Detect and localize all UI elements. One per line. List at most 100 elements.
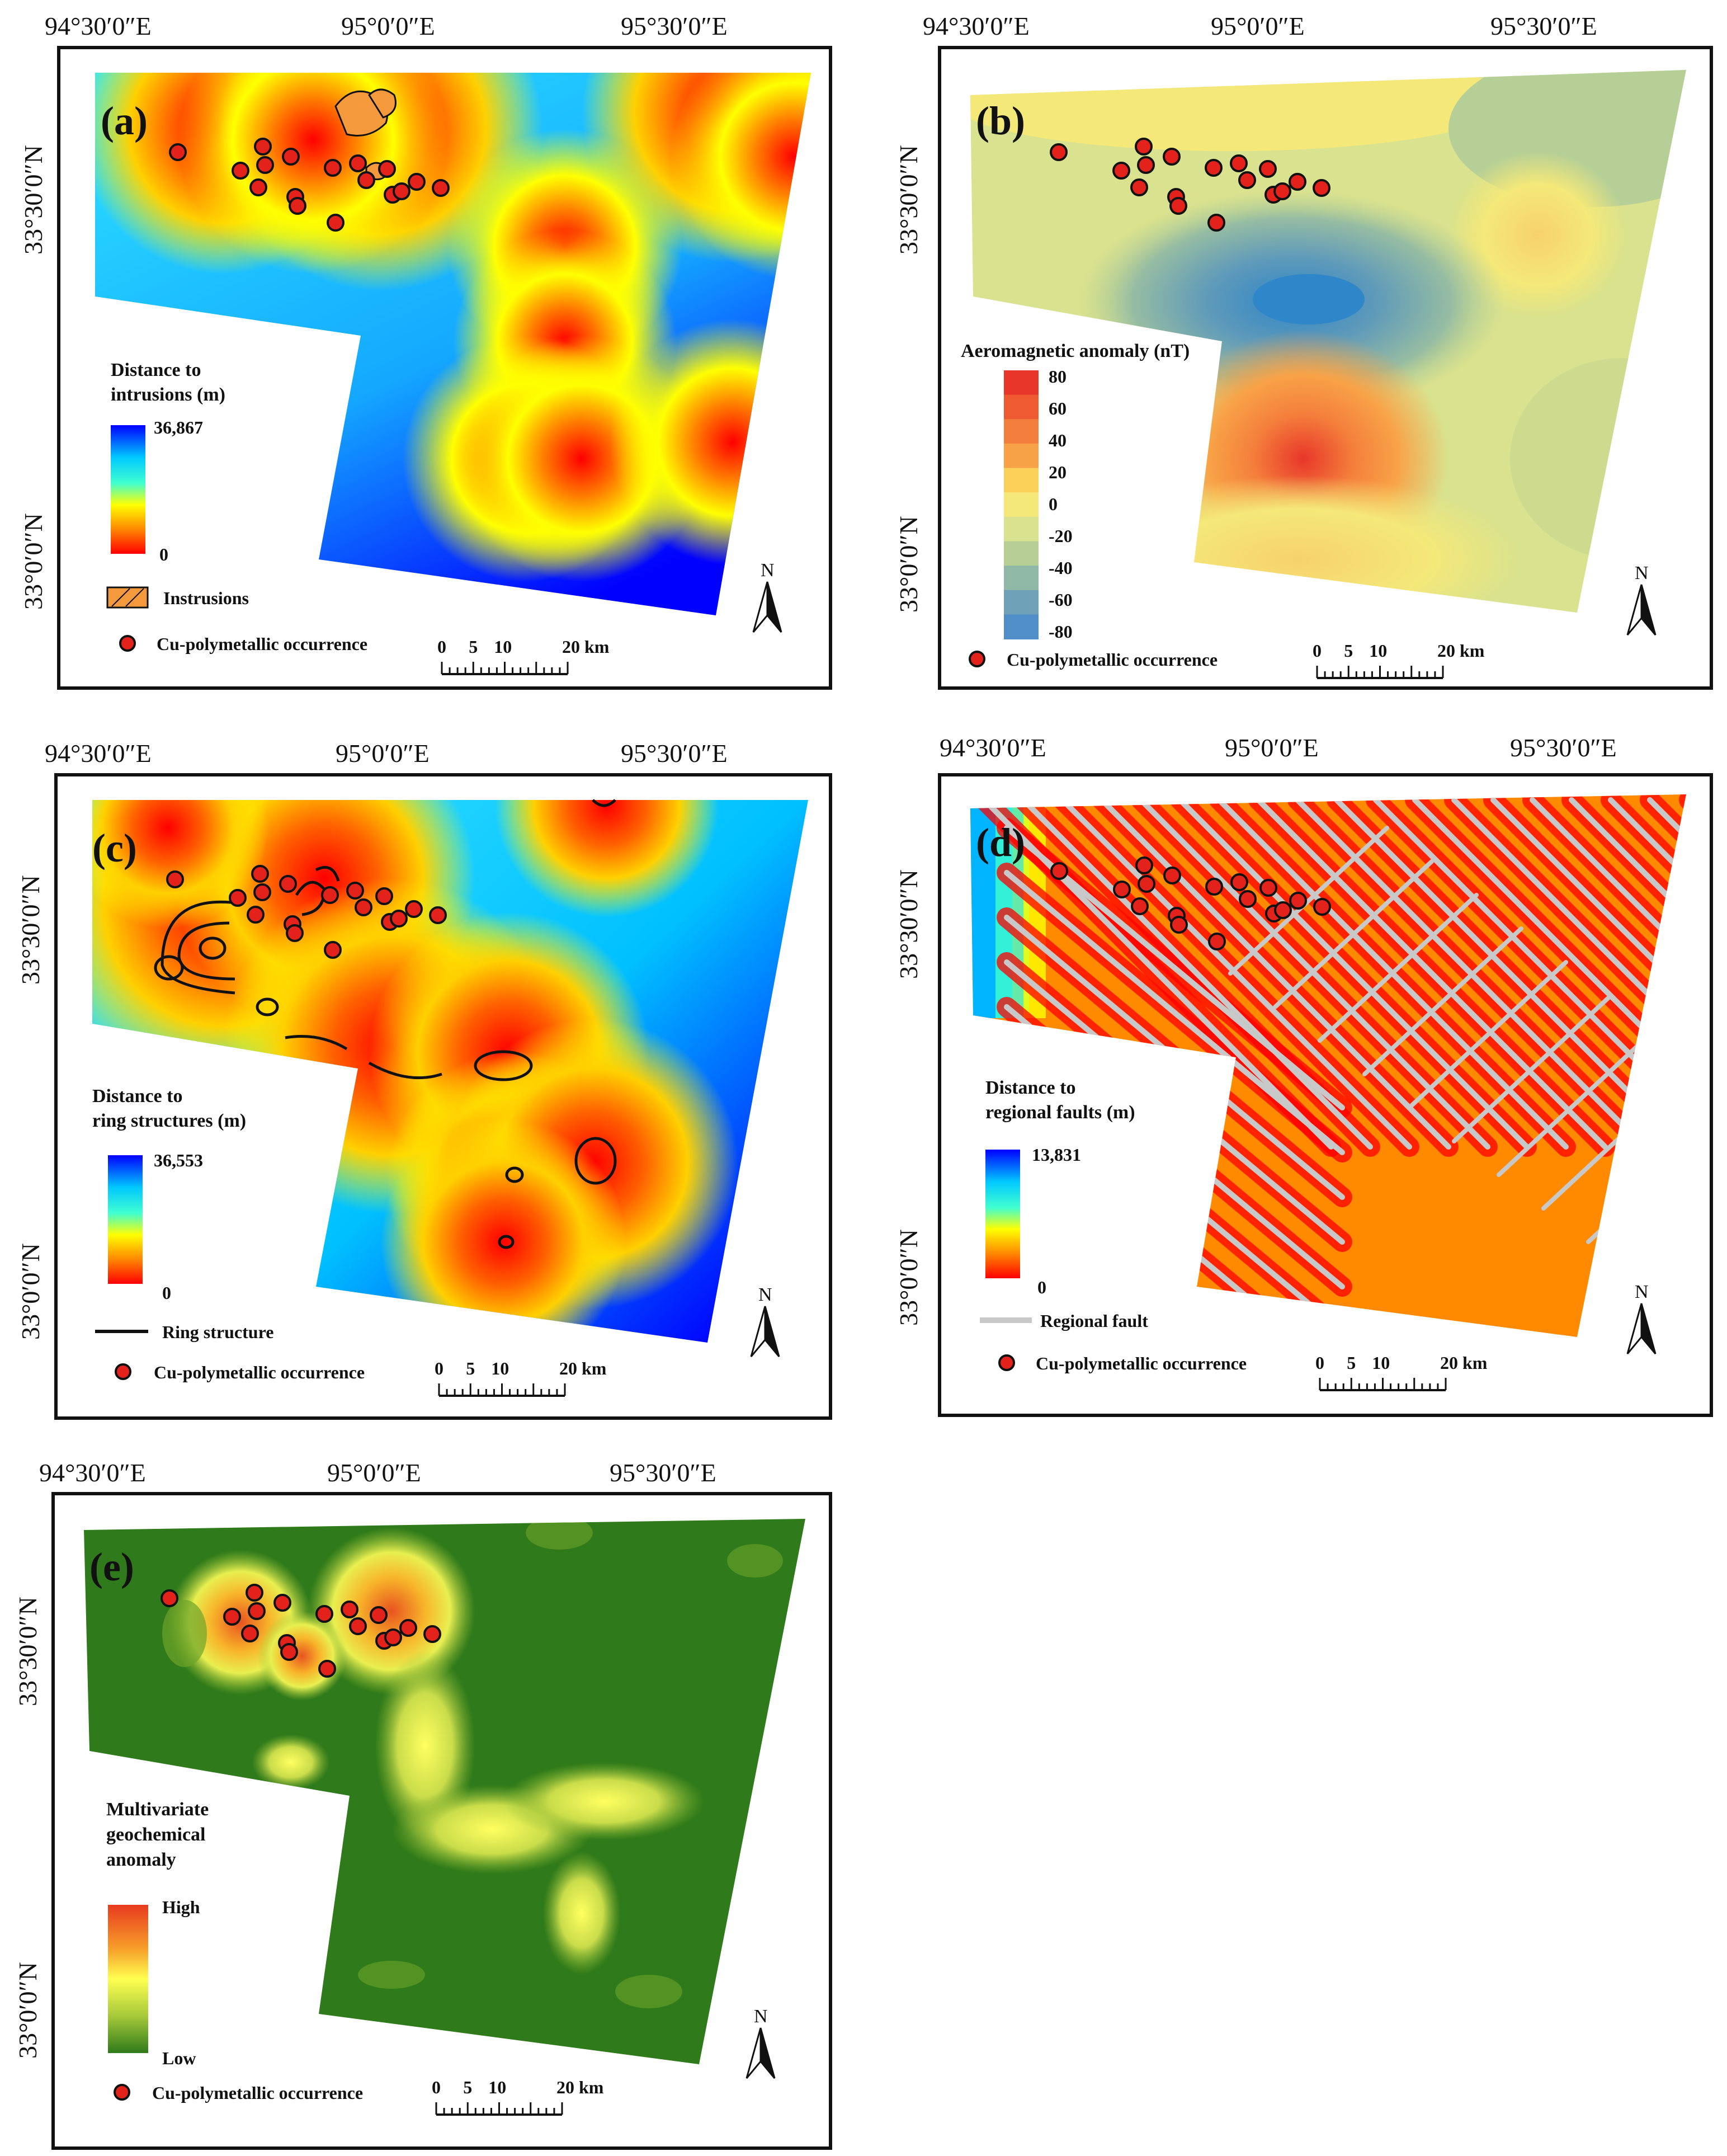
scale-bar-label: 10: [494, 637, 512, 657]
north-label: N: [754, 2006, 768, 2027]
aeromagnetic-class-swatch: [1004, 566, 1039, 591]
scale-bar-label: 5: [463, 2077, 472, 2097]
occurrence-point: [405, 900, 423, 918]
aeromagnetic-class-swatch: [1004, 419, 1039, 444]
occurrence-point: [248, 1602, 266, 1620]
north-arrow-icon: [750, 1306, 766, 1357]
panel-d-lon-label-1: 94°30′0″E: [940, 733, 1046, 762]
aeromagnetic-class-swatch: [1004, 468, 1039, 493]
scale-bar-label: 5: [1347, 1353, 1356, 1373]
scale-bar-label: 0: [437, 637, 446, 657]
scale-bar-label: 20 km: [556, 2077, 604, 2097]
panel-c-occurrences: [166, 865, 447, 959]
panel-c-legend-title-2: ring structures (m): [92, 1110, 246, 1131]
occurrence-point: [1131, 897, 1149, 915]
scale-bar-label: 0: [1315, 1353, 1324, 1373]
north-arrow-icon: [1640, 584, 1657, 635]
occurrence-point: [282, 148, 300, 166]
panel-e-letter: (e): [89, 1545, 134, 1589]
panel-d-legend: Distance to regional faults (m) 13,831 0…: [980, 1077, 1247, 1373]
panel-b-lon-label-2: 95°0′0″E: [1211, 12, 1305, 40]
panel-c-legend-max: 36,553: [154, 1150, 203, 1170]
panel-e-lon-label-1: 94°30′0″E: [39, 1458, 146, 1487]
panel-e-frame: [51, 1492, 832, 2150]
panel-d-lon-label-3: 95°30′0″E: [1510, 733, 1617, 762]
panel-a-lat-label-1: 33°30′0″N: [19, 145, 48, 255]
occurrence-point: [429, 906, 447, 924]
panel-e-color-ramp: [108, 1905, 148, 2053]
panel-a-lon-label-1: 94°30′0″E: [45, 12, 152, 40]
occurrence-point: [1230, 873, 1248, 891]
regional-fault: [1608, 797, 1686, 1150]
panel-c-letter: (c): [92, 826, 137, 870]
occurrence-point: [166, 870, 184, 888]
panel-e-multivariate-geochemical-anomaly: Multivariate geochemical anomaly High Lo…: [13, 1458, 832, 2150]
occurrence-point: [1135, 856, 1153, 874]
north-label: N: [758, 1284, 772, 1305]
panel-c-ring-structures: [154, 799, 617, 1249]
regional-fault: [1004, 870, 1345, 1155]
panel-d-distance-to-regional-faults: Distance to regional faults (m) 13,831 0…: [894, 733, 1713, 1417]
north-arrow-icon: [745, 2027, 762, 2079]
aeromagnetic-class-swatch: [1004, 394, 1039, 420]
occurrence-point: [432, 179, 450, 197]
panel-e-legend-max: High: [162, 1897, 200, 1917]
occurrence-point: [1138, 875, 1155, 893]
occurrence-point: [346, 882, 364, 900]
panel-d-north-arrow: N: [1626, 1282, 1657, 1354]
aeromagnetic-class-label: 0: [1049, 494, 1058, 514]
occurrence-point: [327, 214, 345, 232]
occurrence-point: [1135, 138, 1153, 156]
panel-b-lon-label-1: 94°30′0″E: [923, 12, 1030, 40]
occurrence-point: [349, 1617, 367, 1635]
fault-buffer: [1679, 794, 1686, 1157]
occurrence-point: [279, 875, 297, 893]
panel-a-intrusion-label: Instrusions: [163, 588, 249, 608]
panel-e-scale-bar: 0 5 10 20 km: [432, 2077, 604, 2116]
north-arrow-icon: [1640, 1303, 1657, 1354]
panel-e-legend-title-1: Multivariate: [106, 1799, 209, 1820]
occurrence-point: [1163, 148, 1181, 166]
occurrence-point: [349, 154, 367, 172]
occurrence-point: [1208, 933, 1226, 950]
aeromagnetic-class-swatch: [1004, 370, 1039, 396]
panel-c-north-arrow: N: [750, 1284, 780, 1357]
panel-e-lat-label-2: 33°0′0″N: [13, 1962, 42, 2059]
occurrence-point: [1259, 879, 1277, 897]
panel-d-raster: [970, 794, 1686, 1337]
panel-d-lat-label-2: 33°0′0″N: [894, 1229, 923, 1326]
occurrence-point: [169, 143, 187, 161]
scale-bar-label: 5: [1344, 641, 1353, 661]
panel-a-frame: [57, 46, 832, 690]
panel-e-lon-label-3: 95°30′0″E: [610, 1458, 716, 1487]
occurrence-point: [251, 865, 269, 883]
panel-b-aeromagnetic-anomaly: Aeromagnetic anomaly (nT) 80 60 40 20 0 -20 -4…: [894, 12, 1713, 690]
scale-bar-label: 10: [1372, 1353, 1390, 1373]
occurrence-point: [390, 910, 408, 928]
occurrence-point: [246, 1584, 263, 1602]
panel-a-occurrence-label: Cu-polymetallic occurrence: [157, 634, 367, 654]
panel-b-legend: Aeromagnetic anomaly (nT) 80 60 40 20 0 -20 -4…: [961, 341, 1218, 670]
occurrence-point: [253, 883, 271, 901]
occurrence-point: [341, 1600, 358, 1618]
regional-fault: [1569, 797, 1686, 1150]
panel-e-lon-label-2: 95°0′0″E: [327, 1458, 421, 1487]
occurrence-point: [1207, 214, 1225, 232]
panel-e-legend: Multivariate geochemical anomaly High Lo…: [106, 1799, 363, 2103]
occurrence-point: [1113, 881, 1131, 898]
panel-b-occurrence-label: Cu-polymetallic occurrence: [1007, 649, 1218, 670]
regional-fault: [1256, 797, 1608, 1150]
regional-fault: [1228, 826, 1389, 976]
panel-e-occurrences: [161, 1584, 441, 1678]
occurrence-point: [289, 197, 306, 215]
scale-bar-label: 20 km: [562, 637, 610, 657]
panel-c-raster: [92, 800, 808, 1343]
occurrence-point: [1050, 143, 1068, 161]
panel-a-color-ramp: [111, 425, 145, 554]
scale-bar-label: 20 km: [1440, 1353, 1488, 1373]
panel-d-color-ramp: [985, 1150, 1020, 1278]
panel-e-legend-title-2: geochemical: [106, 1824, 206, 1845]
aeromagnetic-class-swatch: [1004, 590, 1039, 615]
regional-fault: [1452, 994, 1613, 1143]
